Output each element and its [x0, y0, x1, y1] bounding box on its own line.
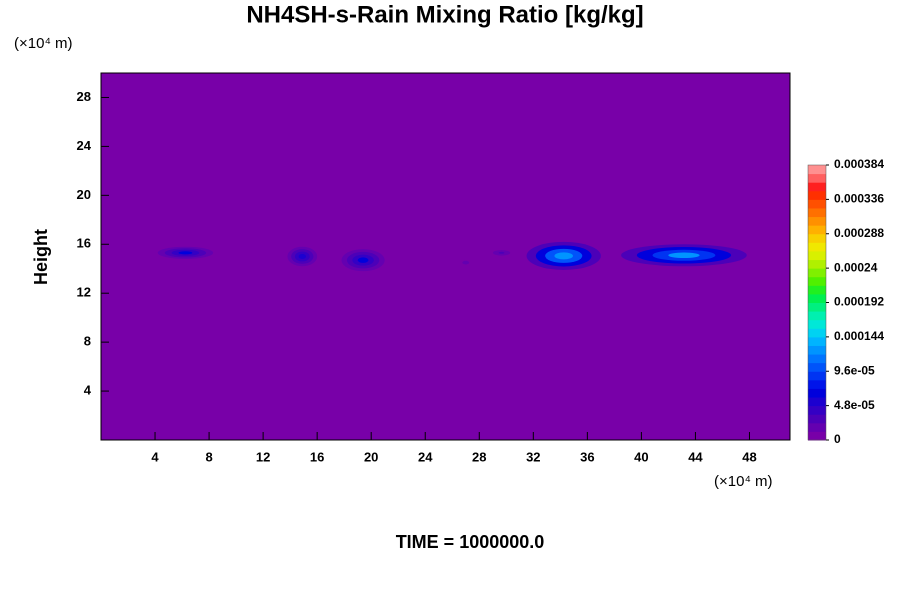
colorbar-band: [808, 276, 826, 286]
colorbar-band: [808, 225, 826, 235]
y-tick-label: 28: [77, 89, 91, 104]
x-tick-label: 8: [205, 449, 212, 464]
colorbar-band: [808, 354, 826, 364]
x-tick-label: 36: [580, 449, 594, 464]
contour-blob: [357, 257, 369, 263]
y-tick-label: 24: [77, 138, 92, 153]
colorbar-band: [808, 388, 826, 398]
colorbar-tick-label: 9.6e-05: [834, 363, 875, 377]
colorbar-band: [808, 328, 826, 338]
plot-frame: [100, 72, 791, 441]
colorbar-tick-label: 0.00024: [834, 260, 878, 274]
colorbar-band: [808, 336, 826, 346]
colorbar-band: [808, 268, 826, 278]
colorbar-band: [808, 259, 826, 269]
x-tick-label: 12: [256, 449, 270, 464]
colorbar-band: [808, 250, 826, 261]
y-tick-label: 20: [77, 187, 91, 202]
colorbar-band: [808, 302, 826, 312]
x-tick-label: 40: [634, 449, 648, 464]
x-tick-label: 4: [151, 449, 159, 464]
colorbar-band: [808, 362, 826, 372]
y-tick-label: 8: [84, 334, 91, 349]
colorbar-band: [808, 371, 826, 381]
colorbar-band: [808, 397, 826, 407]
x-tick-label: 28: [472, 449, 486, 464]
colorbar-band: [808, 414, 826, 424]
contour-blob: [464, 261, 468, 264]
colorbar-band: [808, 182, 826, 192]
x-tick-label: 44: [688, 449, 703, 464]
colorbar-tick-label: 0.000288: [834, 226, 884, 240]
y-tick-label: 4: [84, 383, 92, 398]
colorbar-band: [808, 311, 826, 321]
x-unit: (×10⁴ m): [714, 473, 773, 490]
y-tick-label: 16: [77, 236, 91, 251]
chart-title: NH4SH-s-Rain Mixing Ratio [kg/kg]: [246, 1, 643, 28]
footer: TIME = 1000000.0: [396, 532, 545, 552]
colorbar-band: [808, 173, 826, 183]
colorbar-tick-label: 0: [834, 432, 841, 446]
colorbar-tick-label: 0.000384: [834, 157, 884, 171]
colorbar-band: [808, 285, 826, 295]
colorbar-band: [808, 216, 826, 226]
colorbar-band: [808, 293, 826, 303]
contour-blob: [554, 252, 573, 260]
x-tick-label: 16: [310, 449, 324, 464]
colorbar-band: [808, 379, 826, 389]
colorbar-tick-label: 0.000144: [834, 329, 884, 343]
contour-blob: [668, 252, 700, 259]
colorbar-band: [808, 233, 826, 243]
colorbar-band: [808, 165, 826, 175]
x-tick-label: 32: [526, 449, 540, 464]
colorbar-band: [808, 345, 826, 355]
colorbar-band: [808, 199, 826, 209]
colorbar-tick-label: 0.000192: [834, 295, 884, 309]
x-tick-label: 24: [418, 449, 433, 464]
colorbar-tick-label: 4.8e-05: [834, 398, 875, 412]
colorbar-band: [808, 190, 826, 200]
y-tick-label: 12: [77, 285, 91, 300]
colorbar-band: [808, 207, 826, 218]
y-unit: (×10⁴ m): [14, 35, 73, 52]
colorbar-tick-label: 0.000336: [834, 192, 884, 206]
colorbar-band: [808, 242, 826, 252]
x-tick-label: 20: [364, 449, 378, 464]
contour-blob: [498, 251, 505, 254]
x-tick-label: 48: [742, 449, 756, 464]
colorbar-band: [808, 431, 826, 441]
colorbar-band: [808, 422, 826, 432]
y-axis-label: Height: [31, 229, 51, 285]
contour-blob: [298, 254, 307, 259]
contour-blob: [178, 251, 193, 255]
colorbar-band: [808, 319, 826, 329]
colorbar-band: [808, 405, 826, 415]
